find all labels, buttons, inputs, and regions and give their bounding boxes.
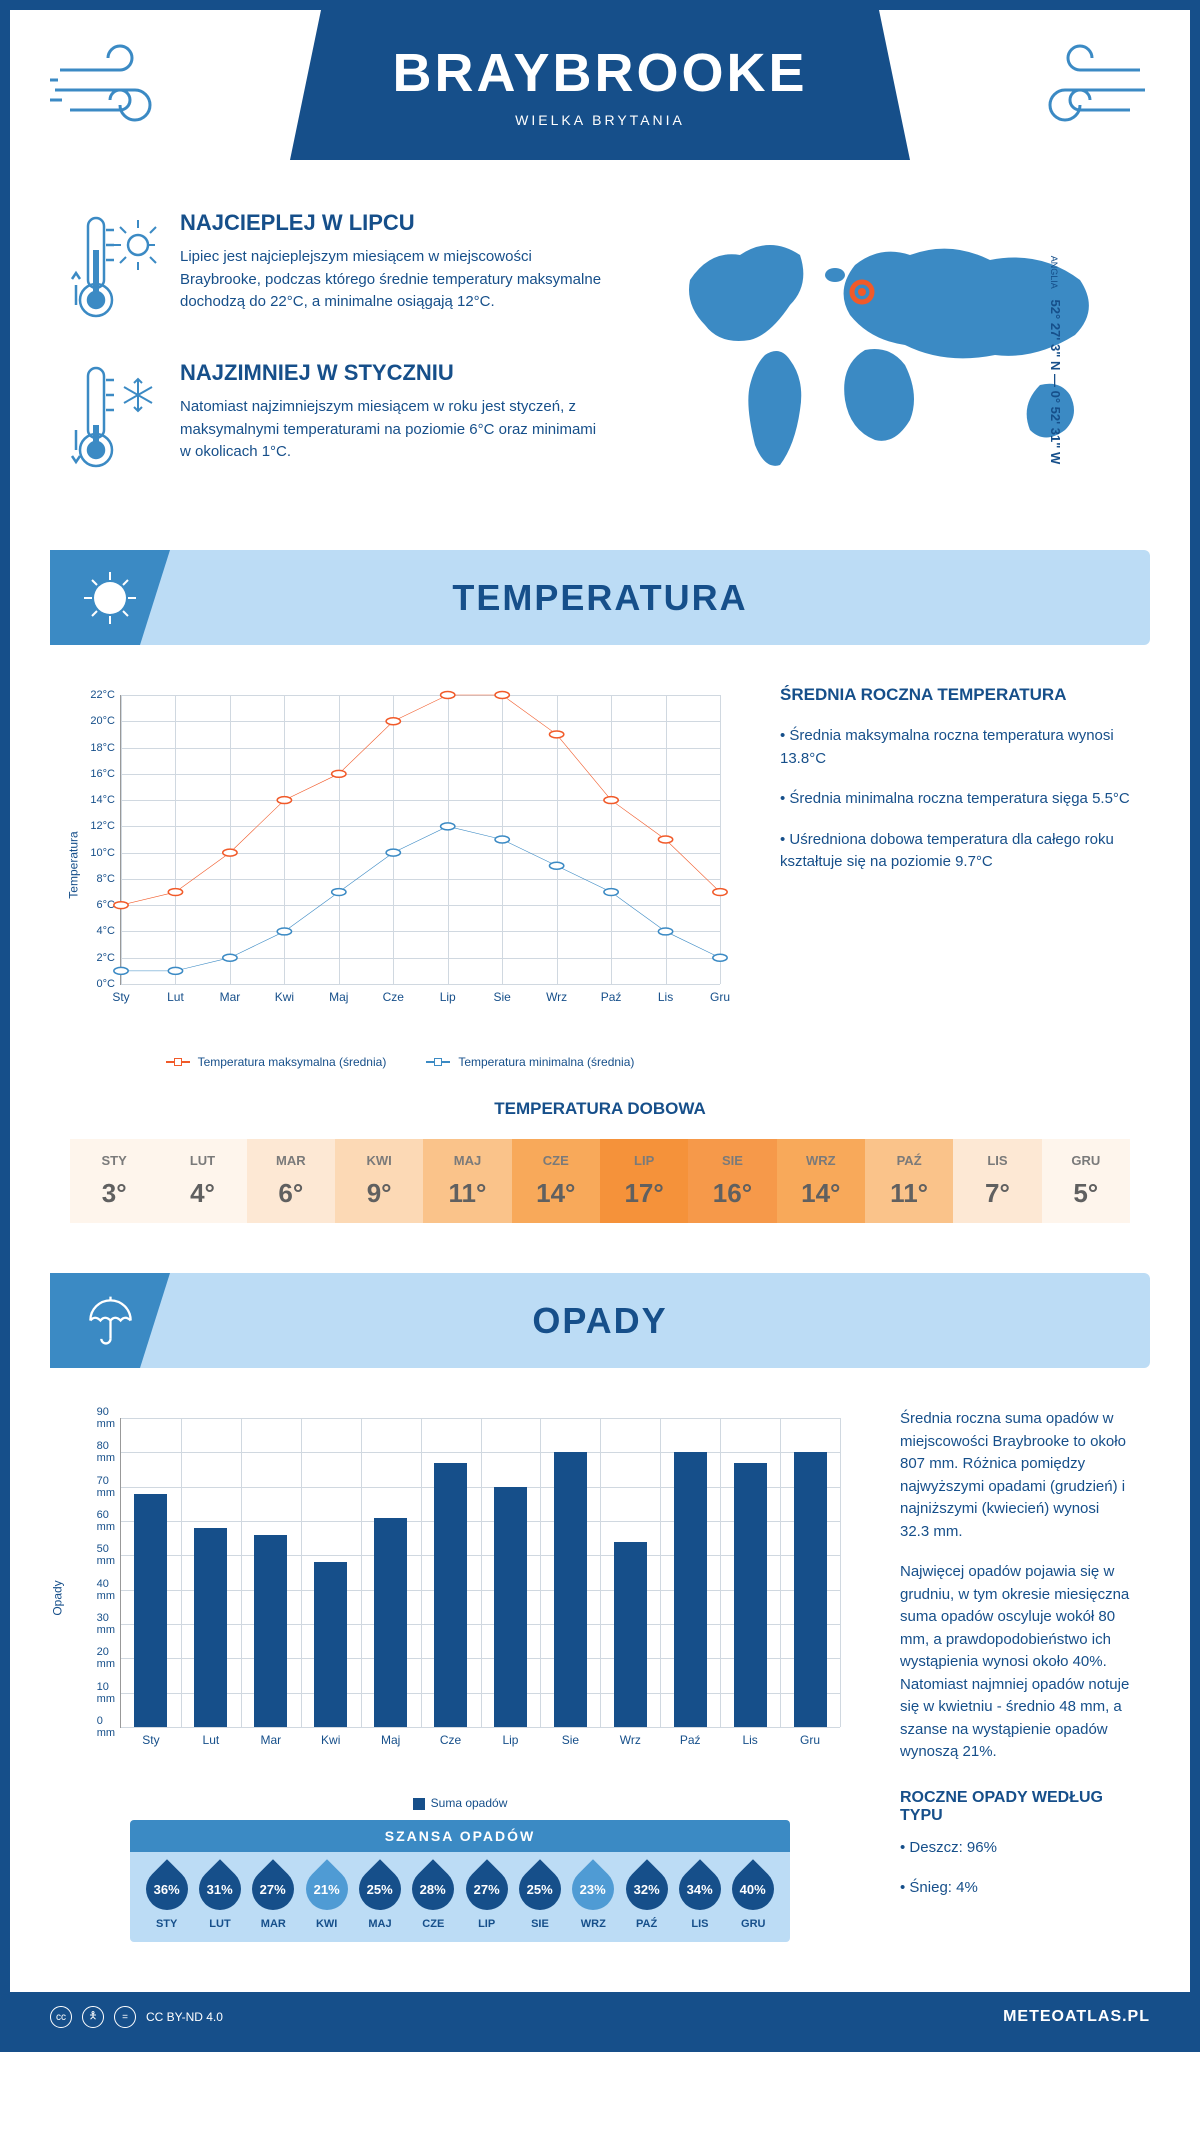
daily-temp-cell: LIP17° xyxy=(600,1139,688,1223)
precip-bar xyxy=(194,1528,227,1727)
precip-title: OPADY xyxy=(50,1300,1150,1342)
daily-temp-cell: LUT4° xyxy=(158,1139,246,1223)
daily-temp-cell: MAR6° xyxy=(247,1139,335,1223)
wind-icon xyxy=(1010,40,1150,140)
chance-cell: 27%LIP xyxy=(460,1868,513,1930)
map-column: ANGLIA 52° 27' 3" N — 0° 52' 31" W xyxy=(650,210,1130,510)
precip-header: OPADY xyxy=(50,1273,1150,1368)
precip-bar xyxy=(314,1562,347,1727)
by-icon: 🯅 xyxy=(82,2006,104,2028)
chance-cell: 36%STY xyxy=(140,1868,193,1930)
chance-cell: 40%GRU xyxy=(727,1868,780,1930)
infographic-page: BRAYBROOKE WIELKA BRYTANIA xyxy=(0,0,1200,2052)
page-subtitle: WIELKA BRYTANIA xyxy=(515,112,685,128)
warmest-block: NAJCIEPLEJ W LIPCU Lipiec jest najcieple… xyxy=(70,210,610,330)
coldest-title: NAJZIMNIEJ W STYCZNIU xyxy=(180,360,610,386)
daily-temp-cell: LIS7° xyxy=(953,1139,1041,1223)
daily-temp-cell: MAJ11° xyxy=(423,1139,511,1223)
precip-chart: Opady 0 mm10 mm20 mm30 mm40 mm50 mm60 mm… xyxy=(70,1408,850,1942)
coordinates: ANGLIA 52° 27' 3" N — 0° 52' 31" W xyxy=(1048,256,1063,465)
temperature-legend: Temperatura maksymalna (średnia) Tempera… xyxy=(70,1055,730,1069)
footer: cc 🯅 = CC BY-ND 4.0 METEOATLAS.PL xyxy=(10,1992,1190,2042)
precip-bar xyxy=(674,1452,707,1727)
chance-cell: 21%KWI xyxy=(300,1868,353,1930)
chance-cell: 23%WRZ xyxy=(567,1868,620,1930)
daily-temp-cell: PAŹ11° xyxy=(865,1139,953,1223)
wind-icon xyxy=(50,40,190,140)
temperature-stats: ŚREDNIA ROCZNA TEMPERATURA • Średnia mak… xyxy=(780,685,1130,1069)
temperature-chart: Temperatura 0°C2°C4°C6°C8°C10°C12°C14°C1… xyxy=(70,685,730,1069)
precip-bar xyxy=(374,1518,407,1727)
coldest-text: Natomiast najzimniejszym miesiącem w rok… xyxy=(180,396,610,464)
chance-panel: SZANSA OPADÓW 36%STY31%LUT27%MAR21%KWI25… xyxy=(130,1820,790,1942)
precip-stats: Średnia roczna suma opadów w miejscowośc… xyxy=(900,1408,1130,1942)
precip-bar xyxy=(134,1494,167,1727)
sun-icon xyxy=(80,568,140,628)
page-title: BRAYBROOKE xyxy=(392,42,807,104)
header: BRAYBROOKE WIELKA BRYTANIA xyxy=(10,10,1190,190)
chance-cell: 27%MAR xyxy=(247,1868,300,1930)
temperature-title: TEMPERATURA xyxy=(50,577,1150,619)
intro-text-column: NAJCIEPLEJ W LIPCU Lipiec jest najcieple… xyxy=(70,210,610,510)
daily-temp-cell: WRZ14° xyxy=(777,1139,865,1223)
coldest-block: NAJZIMNIEJ W STYCZNIU Natomiast najzimni… xyxy=(70,360,610,480)
header-banner: BRAYBROOKE WIELKA BRYTANIA xyxy=(290,10,910,160)
temperature-header: TEMPERATURA xyxy=(50,550,1150,645)
warmest-text: Lipiec jest najcieplejszym miesiącem w m… xyxy=(180,246,610,314)
daily-temp-cell: CZE14° xyxy=(512,1139,600,1223)
precip-bar xyxy=(434,1463,467,1727)
chance-cell: 31%LUT xyxy=(193,1868,246,1930)
daily-temperature: TEMPERATURA DOBOWA STY3°LUT4°MAR6°KWI9°M… xyxy=(10,1089,1190,1273)
chance-cell: 32%PAŹ xyxy=(620,1868,673,1930)
precip-bar xyxy=(794,1452,827,1727)
chance-cell: 28%CZE xyxy=(407,1868,460,1930)
thermometer-cold-icon xyxy=(70,360,160,480)
warmest-title: NAJCIEPLEJ W LIPCU xyxy=(180,210,610,236)
intro-section: NAJCIEPLEJ W LIPCU Lipiec jest najcieple… xyxy=(10,190,1190,550)
thermometer-hot-icon xyxy=(70,210,160,330)
chance-cell: 25%SIE xyxy=(513,1868,566,1930)
precip-bar xyxy=(494,1487,527,1727)
daily-temp-cell: STY3° xyxy=(70,1139,158,1223)
daily-temp-cell: SIE16° xyxy=(688,1139,776,1223)
precip-bar xyxy=(254,1535,287,1727)
temperature-body: Temperatura 0°C2°C4°C6°C8°C10°C12°C14°C1… xyxy=(10,645,1190,1089)
daily-temp-cell: GRU5° xyxy=(1042,1139,1130,1223)
precip-bar xyxy=(554,1452,587,1727)
cc-icon: cc xyxy=(50,2006,72,2028)
precip-bar xyxy=(614,1542,647,1727)
umbrella-icon xyxy=(83,1293,138,1348)
precip-bar xyxy=(734,1463,767,1727)
precip-body: Opady 0 mm10 mm20 mm30 mm40 mm50 mm60 mm… xyxy=(10,1368,1190,1962)
chance-cell: 25%MAJ xyxy=(353,1868,406,1930)
nd-icon: = xyxy=(114,2006,136,2028)
footer-site: METEOATLAS.PL xyxy=(1003,2008,1150,2026)
chance-cell: 34%LIS xyxy=(673,1868,726,1930)
daily-temp-cell: KWI9° xyxy=(335,1139,423,1223)
